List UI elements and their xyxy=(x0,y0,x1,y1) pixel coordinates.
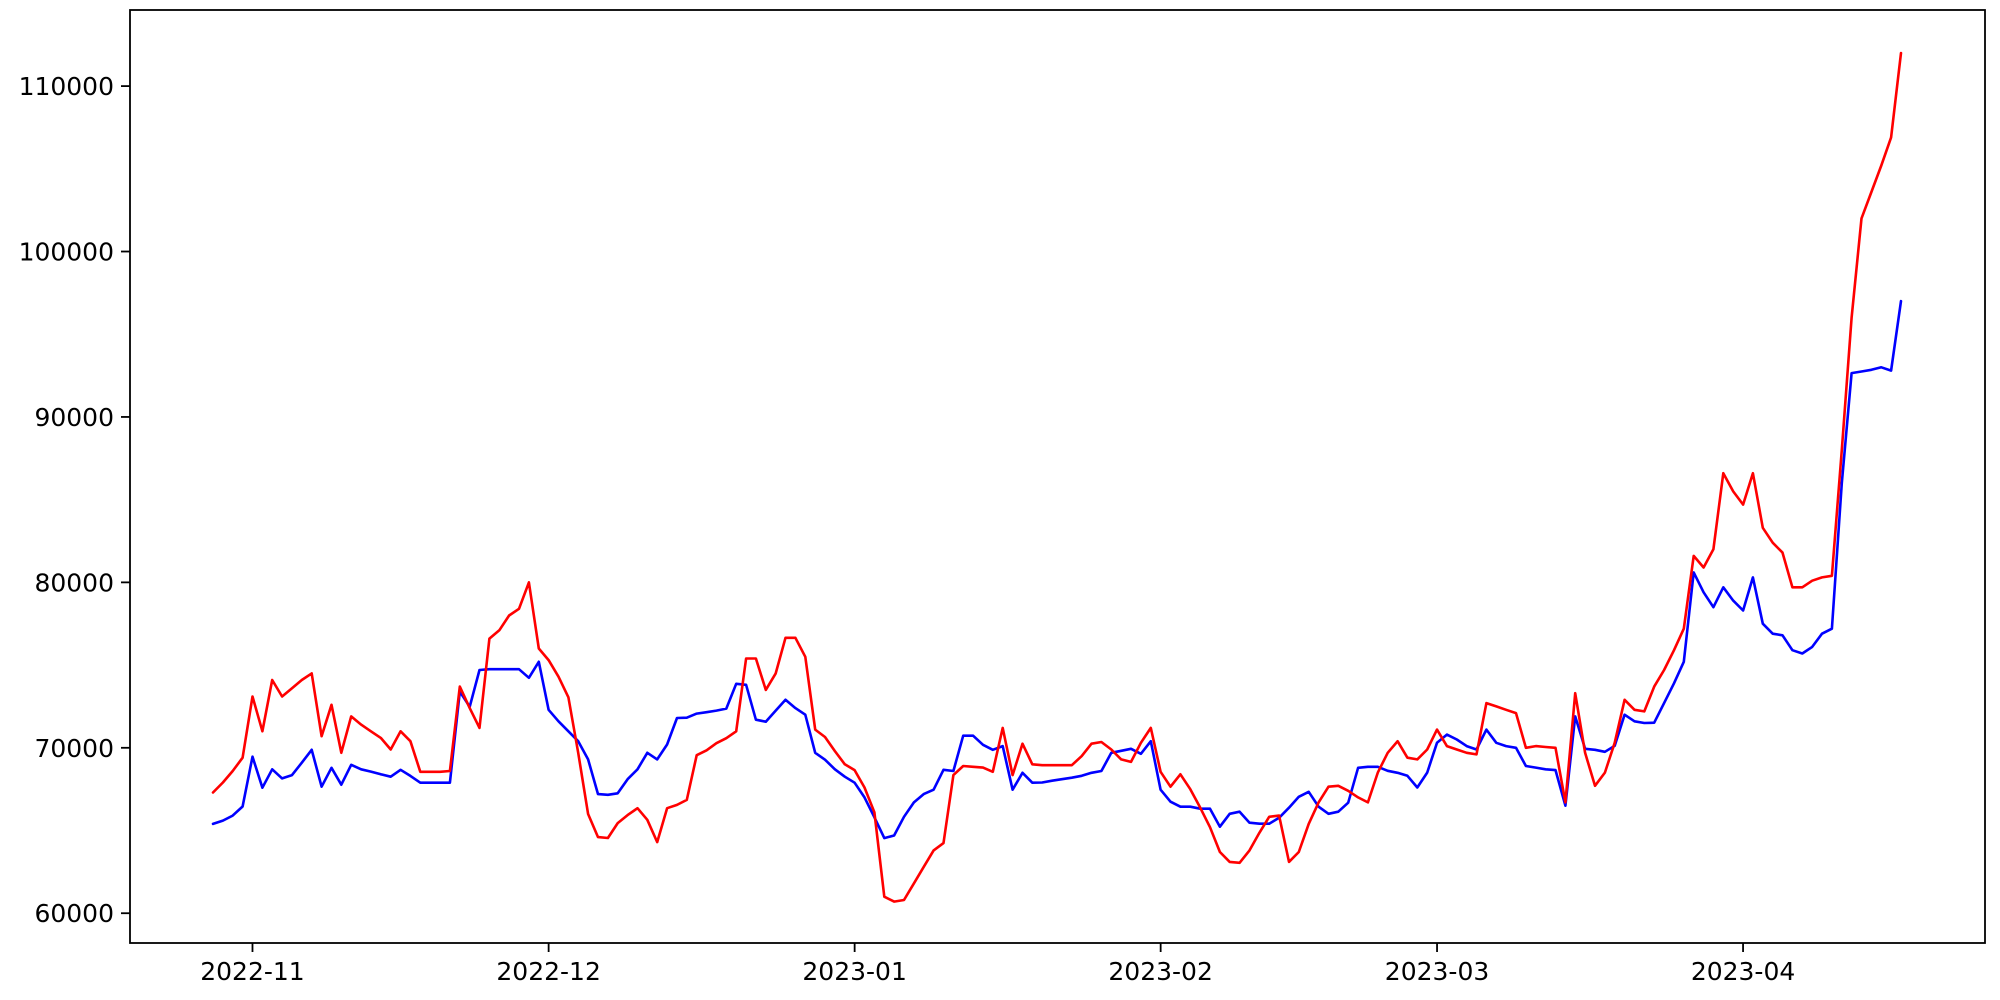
x-tick-label: 2023-01 xyxy=(802,957,906,986)
x-axis: 2022-11 2022-12 2023-01 2023-02 2023-03 2023-… xyxy=(200,943,1795,986)
x-tick-label: 2023-02 xyxy=(1108,957,1212,986)
series-group xyxy=(211,51,1903,903)
y-axis: 60000 70000 80000 90000 100000 110000 xyxy=(19,72,130,928)
x-tick-label: 2023-03 xyxy=(1385,957,1489,986)
plot-area xyxy=(130,10,1985,943)
y-tick-label: 80000 xyxy=(34,568,114,597)
blue-series-line xyxy=(211,299,1903,840)
plot-border xyxy=(129,9,1986,944)
y-tick-label: 90000 xyxy=(34,403,114,432)
x-tick-label: 2023-04 xyxy=(1691,957,1795,986)
red-series-line xyxy=(211,51,1903,903)
x-tick-label: 2022-11 xyxy=(200,957,304,986)
y-tick-label: 70000 xyxy=(34,734,114,763)
y-tick-label: 60000 xyxy=(34,899,114,928)
y-tick-label: 110000 xyxy=(19,72,114,101)
x-tick-label: 2022-12 xyxy=(496,957,600,986)
y-tick-label: 100000 xyxy=(19,238,114,267)
